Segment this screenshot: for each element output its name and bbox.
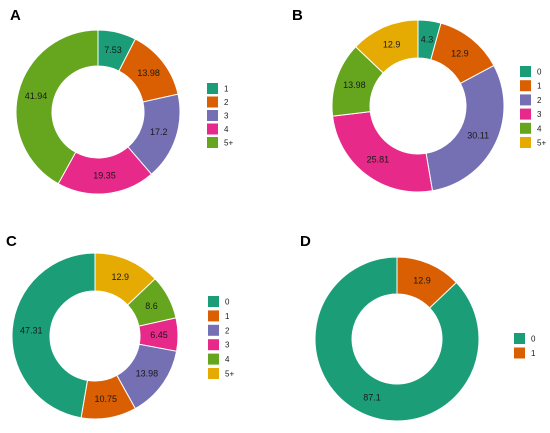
chart-panel-a: A 7.53 13.98 17.2 19.35 41.94 1 2 3 4 5+ <box>10 7 233 195</box>
legend-label: 0 <box>225 298 230 307</box>
legend-label: 2 <box>537 96 542 105</box>
legend-swatch <box>207 110 218 121</box>
legend-label: 4 <box>224 125 229 134</box>
slice-value-label: 13.98 <box>343 80 366 90</box>
legend-swatch <box>207 123 218 135</box>
slice-value-label: 4.3 <box>421 35 434 45</box>
slice-value-label: 8.6 <box>145 301 158 311</box>
legend-swatch <box>208 310 219 322</box>
legend-label: 4 <box>537 124 542 133</box>
legend-swatch <box>514 347 525 359</box>
legend-label: 1 <box>531 349 536 358</box>
legend-label: 3 <box>537 110 542 119</box>
slice-value-label: 25.81 <box>367 155 390 165</box>
panel-letter: A <box>10 7 21 24</box>
legend-swatch <box>520 137 531 148</box>
legend-swatch <box>520 94 531 106</box>
legend-swatch <box>520 122 531 134</box>
legend-swatch <box>207 96 218 108</box>
legend-swatch <box>207 83 218 94</box>
legend-label: 1 <box>537 82 542 91</box>
slice-value-label: 10.75 <box>95 394 118 404</box>
slice-value-label: 12.9 <box>413 276 431 286</box>
legend: 0 1 2 3 4 5+ <box>520 66 546 148</box>
slice-value-label: 87.1 <box>363 392 381 402</box>
legend-label: 0 <box>537 68 542 77</box>
slice-value-label: 13.98 <box>136 368 159 378</box>
chart-panel-b: B 4.3 12.9 30.11 25.81 13.98 12.9 0 1 2 3 4 5+ <box>292 7 546 193</box>
slice-value-label: 12.9 <box>451 49 469 59</box>
legend-label: 3 <box>224 112 229 121</box>
legend: 1 2 3 4 5+ <box>207 83 233 148</box>
legend-label: 3 <box>225 341 230 350</box>
donut-slice-5plus <box>15 29 99 185</box>
legend-label: 1 <box>224 85 229 94</box>
slice-value-label: 17.2 <box>150 127 168 137</box>
slice-value-label: 12.9 <box>111 272 129 282</box>
legend-label: 0 <box>531 335 536 344</box>
donut-slice-0 <box>314 256 480 422</box>
slice-value-label: 30.11 <box>467 130 489 140</box>
slice-value-label: 6.45 <box>150 330 168 340</box>
legend-swatch <box>208 339 219 351</box>
legend-label: 2 <box>224 98 229 107</box>
legend-swatch <box>208 353 219 365</box>
slice-value-label: 47.31 <box>20 326 43 336</box>
legend-swatch <box>520 66 531 77</box>
legend-label: 5+ <box>224 139 233 148</box>
legend-swatch <box>520 80 531 92</box>
panel-letter: D <box>300 233 311 250</box>
legend-swatch <box>208 368 219 379</box>
legend-label: 2 <box>225 326 230 335</box>
legend-label: 5+ <box>225 370 234 379</box>
slice-value-label: 12.9 <box>383 39 401 49</box>
panel-letter: C <box>6 233 17 250</box>
legend-swatch <box>514 333 525 344</box>
donut-slice-2 <box>425 64 505 192</box>
donut-slice-3 <box>332 111 434 193</box>
legend-label: 4 <box>225 355 230 364</box>
panel-letter: B <box>292 7 303 24</box>
donut-slice-5plus <box>354 19 419 74</box>
slice-value-label: 19.35 <box>93 171 116 181</box>
legend-swatch <box>208 296 219 307</box>
legend-label: 1 <box>225 312 230 321</box>
legend-swatch <box>520 108 531 120</box>
legend: 01 <box>514 333 536 359</box>
slice-value-label: 41.94 <box>25 91 48 101</box>
legend-swatch <box>208 324 219 336</box>
donut-slice-0 <box>11 252 96 419</box>
slice-value-label: 13.98 <box>137 68 160 78</box>
slice-value-label: 7.53 <box>104 45 122 55</box>
chart-panel-d: D12.987.101 <box>300 233 536 422</box>
legend-swatch <box>207 137 218 148</box>
chart-panel-c: C 12.9 8.6 6.45 13.98 10.75 47.31 0 1 2 3 4 5+ <box>6 233 234 420</box>
legend-label: 5+ <box>537 139 546 148</box>
legend: 0 1 2 3 4 5+ <box>208 296 234 379</box>
